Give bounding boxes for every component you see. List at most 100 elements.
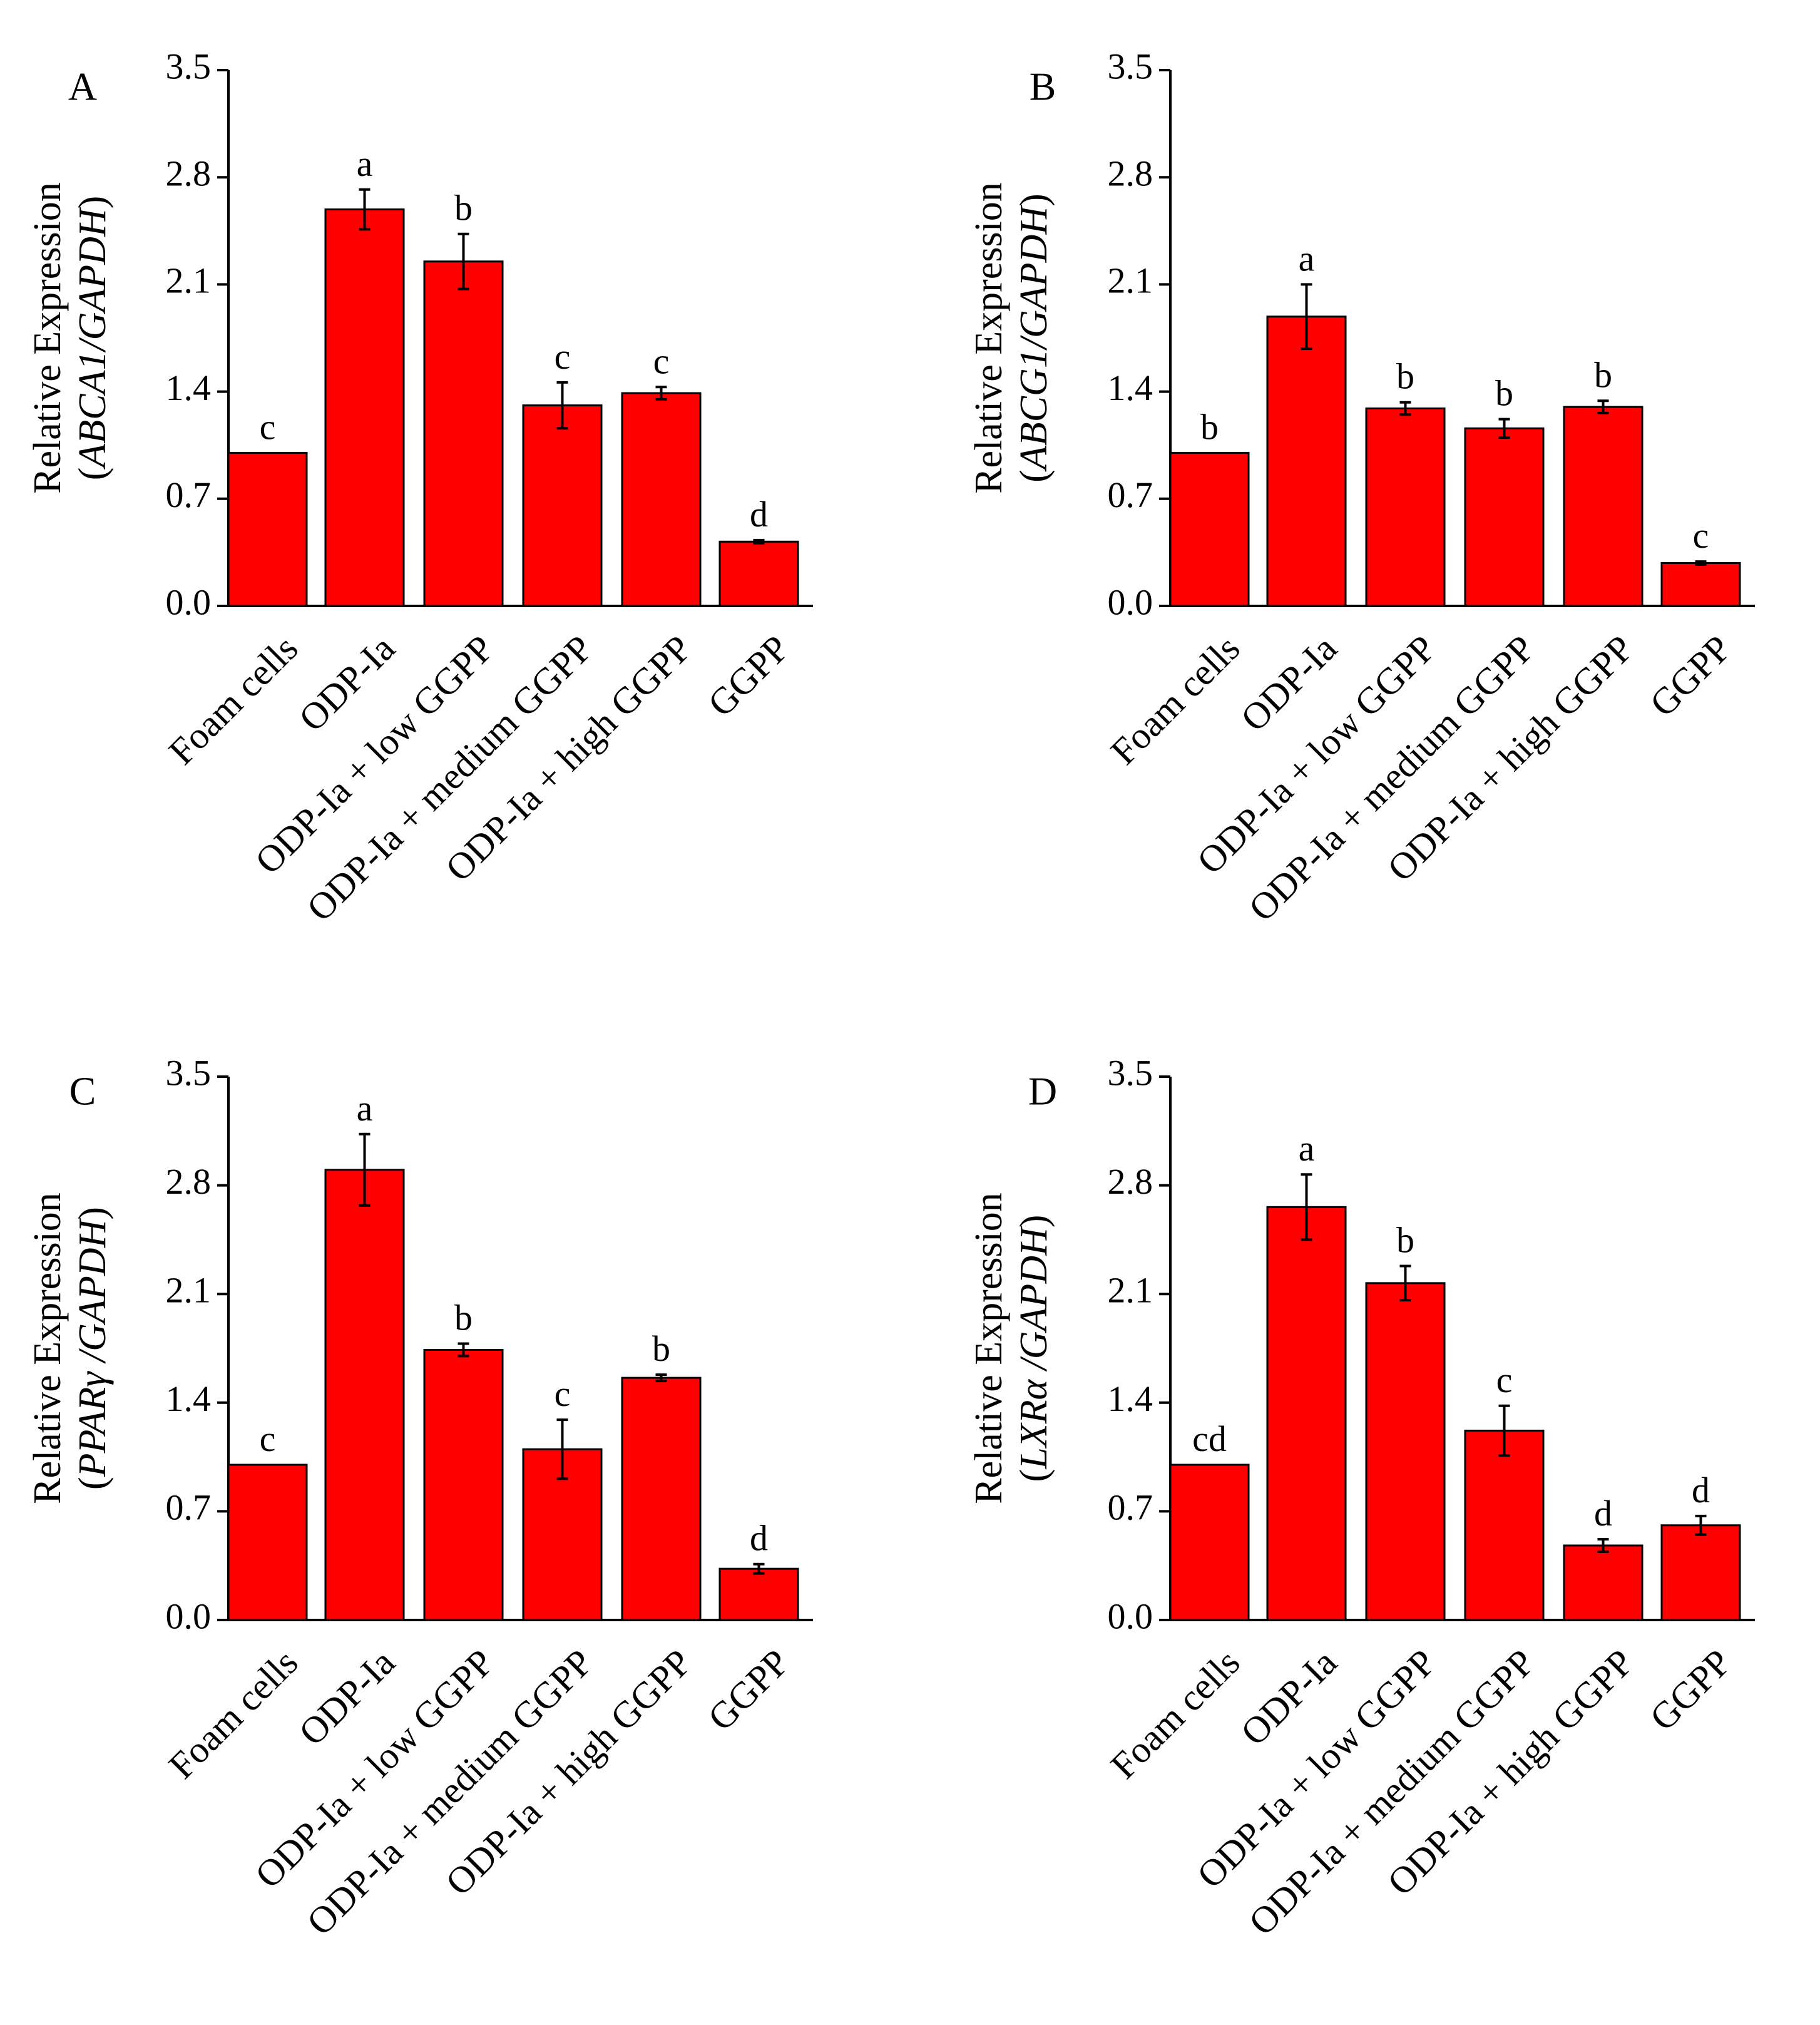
y-axis-label-gene-name: LXRα /GAPDH xyxy=(1013,1226,1055,1470)
significance-letter: a xyxy=(357,1088,373,1129)
panel-d: D 0.0 0.7 1.4 2.1 2.8 3.5 Relative Expression (L… xyxy=(968,1052,1755,1943)
bar xyxy=(423,1348,504,1621)
significance-letter: b xyxy=(454,1298,473,1338)
significance-letter: b xyxy=(1396,356,1414,397)
significance-letter: c xyxy=(260,406,276,447)
category-label: Foam cells xyxy=(1103,627,1248,772)
bar xyxy=(1266,315,1347,607)
bar xyxy=(1464,427,1545,607)
significance-letter: b xyxy=(1396,1220,1414,1261)
y-axis-label-gene: (ABCA1/GAPDH) xyxy=(71,196,114,481)
y-tick-label: 0.7 xyxy=(1108,474,1153,515)
y-axis-label-gene-name: ABCG1/GAPDH xyxy=(1013,205,1055,472)
category-label: GGPP xyxy=(1642,1641,1739,1738)
y-tick-label: 1.4 xyxy=(1108,1378,1153,1419)
y-tick-label: 2.1 xyxy=(1108,1270,1153,1311)
y-tick-label: 0.0 xyxy=(1108,1596,1153,1636)
y-tick-label: 2.8 xyxy=(1108,1161,1153,1202)
bar xyxy=(1365,408,1446,607)
y-tick-label: 0.7 xyxy=(1108,1487,1153,1528)
bar xyxy=(1365,1282,1446,1621)
category-label: GGPP xyxy=(700,627,797,724)
y-tick-label: 1.4 xyxy=(166,367,212,408)
category-label: GGPP xyxy=(1642,627,1739,724)
y-axis-label-paren-open: ( xyxy=(71,468,114,481)
panel-letter: D xyxy=(1028,1069,1057,1114)
bar xyxy=(621,1376,702,1621)
bar xyxy=(324,208,405,607)
significance-letter: a xyxy=(1299,238,1315,279)
bar xyxy=(324,1169,405,1621)
bar xyxy=(1169,451,1250,607)
bar xyxy=(1660,1524,1741,1621)
y-tick-label: 2.8 xyxy=(1108,153,1153,194)
significance-letter: c xyxy=(260,1418,276,1459)
bar xyxy=(522,404,603,607)
significance-letter: d xyxy=(1594,1493,1612,1534)
significance-letter: c xyxy=(653,341,670,381)
bar xyxy=(1169,1464,1250,1621)
bar xyxy=(227,451,308,607)
y-tick-label: 3.5 xyxy=(166,46,212,86)
panel-letter: B xyxy=(1030,64,1056,109)
y-tick-label: 0.7 xyxy=(166,1487,212,1528)
y-tick-label: 0.7 xyxy=(166,474,212,515)
y-axis-label-paren-close: ) xyxy=(1013,1215,1055,1228)
significance-letter: c xyxy=(1496,1360,1513,1400)
significance-letter: a xyxy=(1299,1128,1315,1169)
panel-c: C 0.0 0.7 1.4 2.1 2.8 3.5 Relative Expression (P… xyxy=(26,1052,813,1943)
y-axis-label: Relative Expression xyxy=(968,182,1010,494)
y-tick-label: 3.5 xyxy=(1108,46,1153,86)
category-label: Foam cells xyxy=(1103,1641,1248,1787)
significance-letter: b xyxy=(1200,406,1219,447)
panel-a: A 0.0 0.7 1.4 2.1 2.8 3.5 Relative Expression (A… xyxy=(26,46,813,929)
y-tick-label: 2.1 xyxy=(1108,260,1153,301)
category-label: Foam cells xyxy=(161,1641,306,1787)
significance-letter: b xyxy=(1495,373,1513,414)
significance-letter: d xyxy=(750,494,768,535)
bar xyxy=(718,540,799,607)
significance-letter: d xyxy=(1692,1470,1710,1510)
y-axis-label-gene: (ABCG1/GAPDH) xyxy=(1013,193,1055,482)
y-tick-label: 1.4 xyxy=(1108,367,1153,408)
y-axis-label-gene: (PPARγ /GAPDH) xyxy=(71,1207,114,1490)
y-tick-label: 0.0 xyxy=(1108,582,1153,622)
y-axis-label-gene: (LXRα /GAPDH) xyxy=(1013,1215,1055,1482)
panel-letter: A xyxy=(68,64,97,109)
y-tick-label: 0.0 xyxy=(166,582,212,622)
y-axis-label-paren-open: ( xyxy=(71,1477,114,1490)
y-tick-label: 0.0 xyxy=(166,1596,212,1636)
y-tick-label: 2.8 xyxy=(166,1161,212,1202)
y-axis-label-paren-close: ) xyxy=(1013,193,1055,207)
significance-letter: b xyxy=(652,1328,670,1369)
bar xyxy=(1266,1206,1347,1621)
bar xyxy=(1563,1544,1644,1621)
y-tick-label: 2.1 xyxy=(166,260,212,301)
y-tick-label: 2.8 xyxy=(166,153,212,194)
y-tick-label: 1.4 xyxy=(166,1378,212,1419)
significance-letter: b xyxy=(1594,354,1612,395)
panel-b: B 0.0 0.7 1.4 2.1 2.8 3.5 Relative Expression (A… xyxy=(968,46,1755,929)
category-label: GGPP xyxy=(700,1641,797,1738)
bar xyxy=(718,1567,799,1621)
significance-letter: c xyxy=(1693,515,1709,556)
y-axis-label-paren-close: ) xyxy=(71,196,114,209)
bar xyxy=(1563,406,1644,607)
y-axis-label-gene-name: ABCA1/GAPDH xyxy=(71,207,114,469)
y-axis-label-paren-open: ( xyxy=(1013,469,1055,483)
bar xyxy=(1660,562,1741,607)
significance-letter: a xyxy=(357,143,373,184)
significance-letter: cd xyxy=(1192,1418,1227,1459)
y-tick-label: 2.1 xyxy=(166,1270,212,1311)
y-tick-label: 3.5 xyxy=(166,1052,212,1093)
bar xyxy=(621,392,702,607)
y-axis-label-paren-close: ) xyxy=(71,1207,114,1220)
bar xyxy=(1464,1429,1545,1621)
significance-letter: c xyxy=(555,336,571,377)
y-axis-label: Relative Expression xyxy=(26,1192,69,1504)
y-tick-label: 3.5 xyxy=(1108,1052,1153,1093)
significance-letter: b xyxy=(454,188,473,228)
y-axis-label: Relative Expression xyxy=(26,182,69,494)
y-axis-label-paren-open: ( xyxy=(1013,1469,1055,1482)
